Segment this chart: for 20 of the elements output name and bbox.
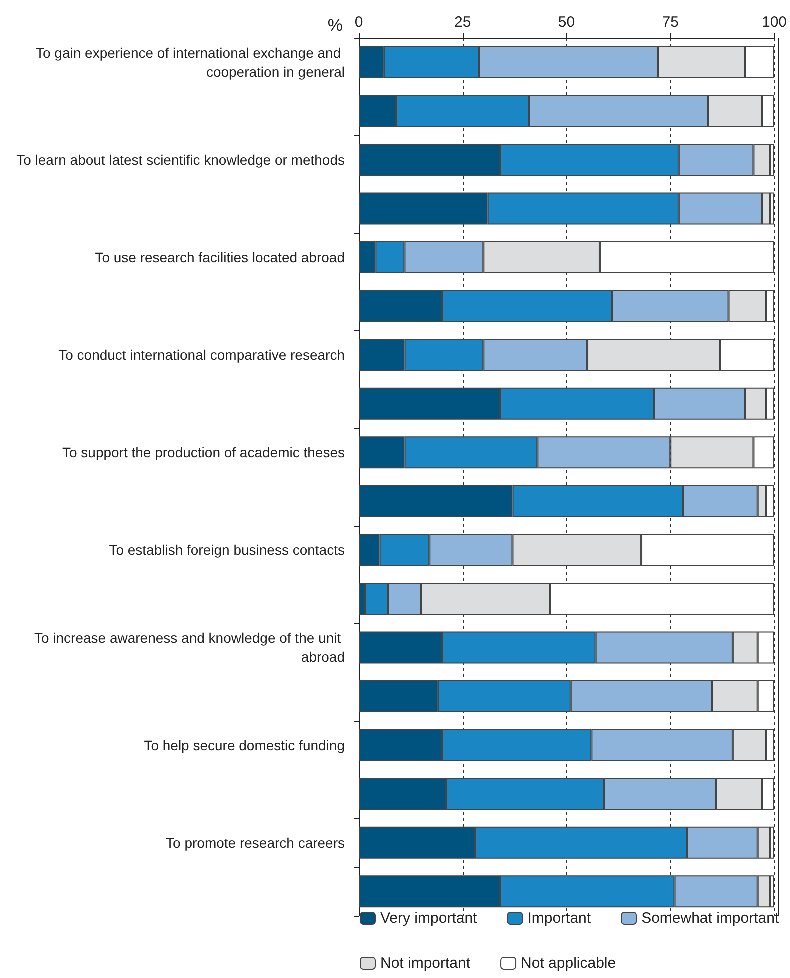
legend-label: Important xyxy=(528,910,592,927)
x-tick-label: 75 xyxy=(662,14,679,31)
y-tick-label: To gain experience of international exchange and cooperation in general xyxy=(36,44,345,80)
y-tick-label: To help secure domestic funding xyxy=(144,737,345,754)
x-axis-title: % xyxy=(328,16,343,35)
y-tick-label: To support the production of academic theses xyxy=(62,444,345,461)
legend-label: Very important xyxy=(380,910,478,927)
legend-label: Not important xyxy=(380,955,472,972)
x-tick-label: 0 xyxy=(354,14,364,31)
y-tick-label: To learn about latest scientific knowledge or methods xyxy=(16,152,345,168)
y-tick-label: To promote research careers xyxy=(166,834,345,851)
y-tick-label: To conduct international comparative research xyxy=(58,347,345,364)
y-tick-label: To establish foreign business contacts xyxy=(109,542,345,558)
x-tick-label: 50 xyxy=(558,14,576,31)
x-tick-label: 100 xyxy=(762,14,787,31)
x-tick-label: 25 xyxy=(454,14,472,31)
y-tick-label: To increase awareness and knowledge of the unit abroad xyxy=(34,630,345,666)
y-tick-label: To use research facilities located abroad xyxy=(95,250,345,266)
legend-label: Not applicable xyxy=(521,955,616,972)
legend-label: Somewhat important xyxy=(642,910,780,927)
